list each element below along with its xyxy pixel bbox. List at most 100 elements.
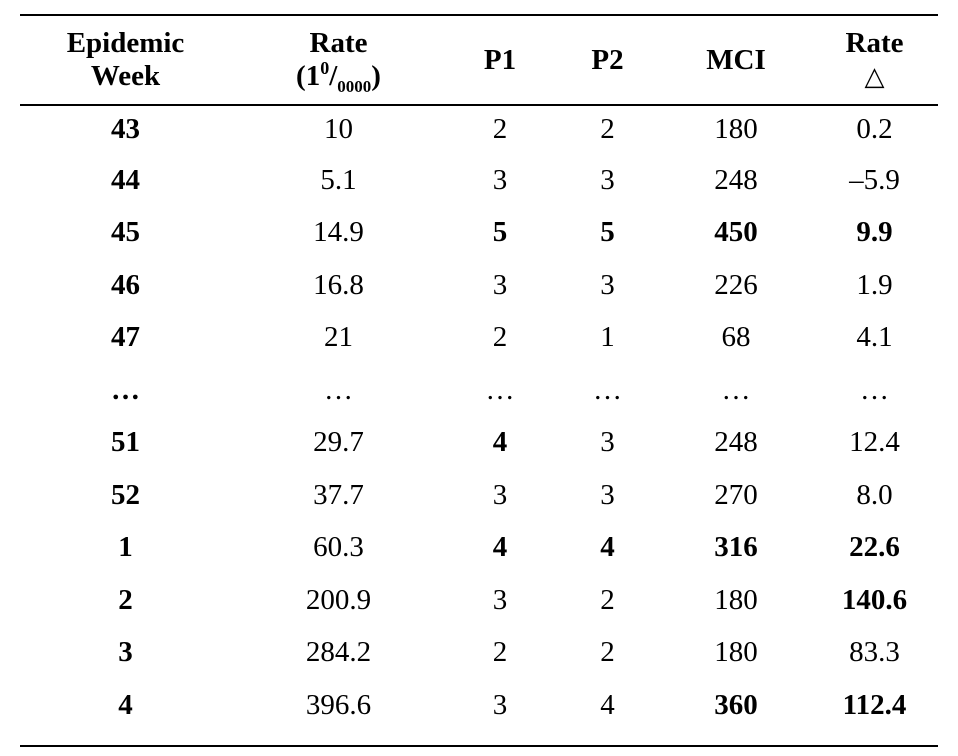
table-row-ellipsis: … … … … … … <box>20 364 938 417</box>
cell-p1: 3 <box>492 688 508 721</box>
cell-p1: 3 <box>492 163 508 196</box>
header-rate-unit: (10/0000) <box>231 59 446 96</box>
cell-p2: 3 <box>600 268 615 301</box>
unit-slash: / <box>329 60 338 92</box>
unit-open: (1 <box>296 60 321 92</box>
cell-mci: 180 <box>714 583 758 616</box>
cell-rate: 21 <box>324 321 353 354</box>
cell-p2: … <box>593 373 622 406</box>
cell-p1: … <box>485 373 515 406</box>
cell-p2: 2 <box>600 636 615 669</box>
cell-mci: 316 <box>714 531 758 564</box>
cell-rate: 16.8 <box>313 268 364 301</box>
cell-delta: 8.0 <box>856 478 893 511</box>
cell-p1: 4 <box>492 426 508 459</box>
cell-p2: 1 <box>600 321 615 354</box>
top-rule <box>20 14 938 16</box>
cell-delta: 112.4 <box>842 688 907 721</box>
bottom-rule <box>20 745 938 747</box>
cell-mci: 180 <box>714 636 758 669</box>
cell-p1: 3 <box>492 583 508 616</box>
table-body: 43 10 2 2 180 0.2 44 5.1 3 3 248 –5.9 45… <box>20 104 938 732</box>
cell-delta: 0.2 <box>856 112 893 145</box>
table-row: 2 200.9 3 2 180 140.6 <box>20 574 938 627</box>
cell-week: … <box>111 373 140 406</box>
cell-rate: 200.9 <box>305 583 372 616</box>
header-epidemic-week: Epidemic Week <box>20 16 231 104</box>
cell-delta: 9.9 <box>856 216 893 249</box>
cell-mci: … <box>721 373 751 406</box>
cell-mci: 270 <box>714 478 758 511</box>
cell-p2: 4 <box>600 531 615 564</box>
cell-p2: 3 <box>600 163 615 196</box>
table-row: 51 29.7 4 3 248 12.4 <box>20 417 938 470</box>
cell-p2: 4 <box>600 688 615 721</box>
cell-p2: 3 <box>600 426 615 459</box>
epidemic-week-table: Epidemic Week Rate (10/0000) P1 P2 MCI R… <box>20 16 938 732</box>
header-week-line2: Week <box>90 60 161 92</box>
header-rate: Rate (10/0000) <box>231 16 446 104</box>
cell-p1: 2 <box>492 636 508 669</box>
table-row: 43 10 2 2 180 0.2 <box>20 104 938 154</box>
cell-delta: 22.6 <box>849 531 900 564</box>
cell-mci: 248 <box>714 163 758 196</box>
table-row: 1 60.3 4 4 316 22.6 <box>20 522 938 575</box>
cell-week: 46 <box>111 268 140 301</box>
cell-delta: 12.4 <box>849 426 900 459</box>
unit-subscript: 0000 <box>337 77 372 96</box>
cell-p2: 2 <box>600 112 615 145</box>
cell-mci: 68 <box>721 321 751 354</box>
cell-week: 43 <box>111 112 140 145</box>
header-p2: P2 <box>591 43 624 76</box>
cell-week: 45 <box>111 216 140 249</box>
cell-p1: 4 <box>492 531 508 564</box>
cell-delta: 140.6 <box>841 583 908 616</box>
cell-delta: … <box>860 373 889 406</box>
cell-rate: 60.3 <box>313 531 364 564</box>
cell-rate: 37.7 <box>313 478 364 511</box>
cell-rate: 14.9 <box>313 216 364 249</box>
table-row: 45 14.9 5 5 450 9.9 <box>20 207 938 260</box>
cell-delta: 4.1 <box>856 321 893 354</box>
cell-p1: 5 <box>492 216 508 249</box>
cell-p2: 3 <box>600 478 615 511</box>
unit-close: ) <box>371 60 381 92</box>
cell-p2: 2 <box>600 583 615 616</box>
cell-mci: 248 <box>714 426 758 459</box>
delta-symbol: △ <box>864 62 885 91</box>
cell-delta: 83.3 <box>849 636 900 669</box>
cell-week: 52 <box>111 478 140 511</box>
table-header: Epidemic Week Rate (10/0000) P1 P2 MCI R… <box>20 16 938 104</box>
header-rate-line1: Rate <box>309 27 368 59</box>
cell-rate: 5.1 <box>320 163 357 196</box>
cell-p2: 5 <box>600 216 615 249</box>
cell-p1: 3 <box>492 268 508 301</box>
cell-week: 3 <box>118 636 133 669</box>
header-delta-line1: Rate <box>845 27 904 59</box>
cell-mci: 360 <box>714 688 758 721</box>
header-rate-delta: Rate △ <box>811 16 938 104</box>
cell-rate: … <box>324 373 353 406</box>
cell-mci: 450 <box>714 216 758 249</box>
cell-week: 2 <box>118 583 133 616</box>
table-row: 47 21 2 1 68 4.1 <box>20 312 938 365</box>
cell-p1: 2 <box>492 112 508 145</box>
cell-delta: 1.9 <box>856 268 893 301</box>
cell-delta: –5.9 <box>849 163 900 196</box>
cell-week: 51 <box>111 426 140 459</box>
cell-week: 4 <box>118 688 133 721</box>
header-p1: P1 <box>483 43 517 76</box>
cell-week: 44 <box>111 163 140 196</box>
cell-p1: 3 <box>492 478 508 511</box>
cell-mci: 226 <box>714 268 758 301</box>
cell-week: 47 <box>111 321 140 354</box>
table-row: 46 16.8 3 3 226 1.9 <box>20 259 938 312</box>
header-rule <box>20 104 938 106</box>
header-row: Epidemic Week Rate (10/0000) P1 P2 MCI R… <box>20 16 938 104</box>
cell-week: 1 <box>118 531 133 564</box>
table-row: 4 396.6 3 4 360 112.4 <box>20 679 938 732</box>
cell-rate: 284.2 <box>305 636 372 669</box>
table-row: 3 284.2 2 2 180 83.3 <box>20 627 938 680</box>
header-week-line1: Epidemic <box>66 27 185 59</box>
